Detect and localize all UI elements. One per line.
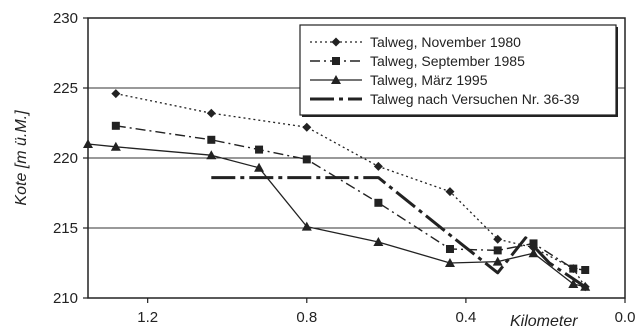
diamond-marker: [111, 89, 121, 99]
triangle-marker: [568, 279, 579, 288]
square-marker: [581, 266, 590, 274]
legend-item: Talweg, November 1980: [310, 34, 521, 50]
tick-labels: 210 215 220 225 230 1.2 0.8 0.4 0.0: [53, 10, 635, 326]
y-axis-label: Kote [m ü.M.]: [13, 110, 30, 206]
y-tick-label: 225: [53, 80, 78, 97]
triangle-marker: [373, 237, 384, 246]
square-marker: [111, 121, 120, 130]
triangle-marker: [110, 141, 121, 151]
triangle-marker: [254, 162, 265, 172]
x-tick-label: 0.4: [455, 309, 476, 326]
legend-label: Talweg, September 1985: [370, 53, 525, 69]
legend-label: Talweg, November 1980: [370, 34, 521, 50]
series-layer: [83, 89, 591, 292]
diamond-marker: [206, 108, 216, 118]
x-tick-label: 1.2: [137, 309, 158, 326]
diamond-marker: [493, 234, 503, 244]
square-marker: [332, 57, 340, 65]
triangle-marker: [206, 150, 217, 160]
triangle-marker: [492, 256, 503, 266]
square-marker: [569, 264, 578, 273]
x-tick-label: 0.8: [296, 309, 317, 326]
x-tick-label: 0.0: [615, 309, 636, 326]
triangle-marker: [83, 139, 93, 148]
series-line: [115, 125, 586, 271]
square-marker: [493, 246, 502, 255]
y-tick-label: 220: [53, 150, 78, 167]
square-marker: [302, 155, 311, 164]
series-4: [211, 176, 587, 289]
legend-item: Talweg nach Versuchen Nr. 36-39: [310, 91, 580, 107]
square-marker: [529, 239, 538, 248]
x-axis-label: Kilometer: [510, 313, 578, 329]
triangle-marker: [528, 248, 539, 258]
legend-item: Talweg, März 1995: [310, 72, 488, 88]
legend-label: Talweg, März 1995: [370, 72, 488, 88]
legend-item: Talweg, September 1985: [310, 53, 525, 69]
diamond-marker: [302, 122, 312, 132]
series-line: [211, 176, 587, 289]
y-tick-label: 230: [53, 10, 78, 27]
diamond-marker: [331, 37, 341, 47]
diamond-marker: [445, 187, 455, 197]
legend-label: Talweg nach Versuchen Nr. 36-39: [370, 91, 580, 107]
square-marker: [207, 135, 216, 144]
square-marker: [445, 245, 454, 253]
y-tick-label: 210: [53, 290, 78, 307]
square-marker: [374, 198, 383, 207]
square-marker: [255, 145, 264, 154]
triangle-marker: [301, 221, 312, 231]
series-2: [111, 121, 590, 274]
series-3: [83, 139, 591, 291]
diamond-marker: [373, 161, 383, 171]
triangle-marker: [331, 75, 341, 84]
legend: Talweg, November 1980 Talweg, September 1…: [299, 24, 618, 117]
triangle-marker: [444, 258, 455, 267]
y-tick-label: 215: [53, 220, 78, 237]
